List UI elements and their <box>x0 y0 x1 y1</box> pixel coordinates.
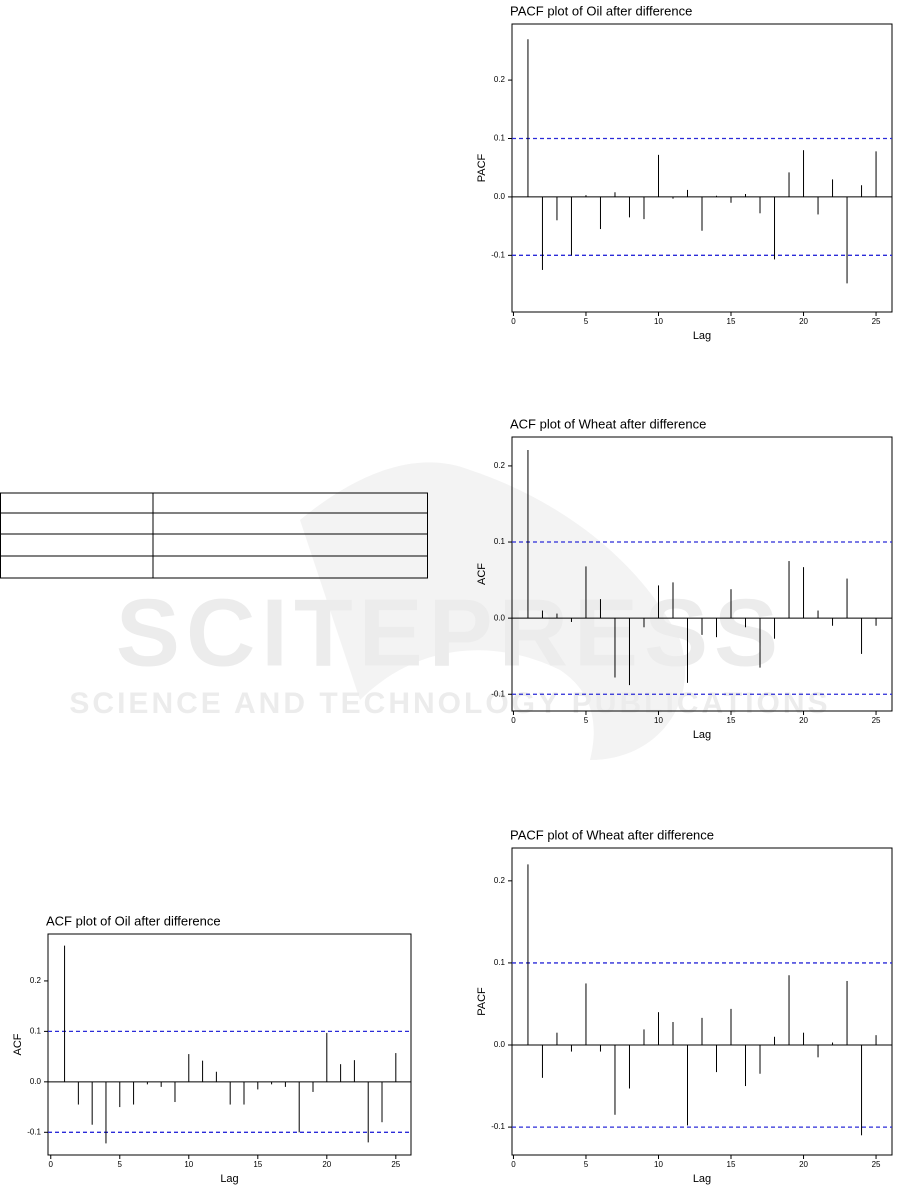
x-tick-label: 15 <box>727 317 736 326</box>
x-tick-label: 25 <box>872 1160 881 1169</box>
x-tick-label: 25 <box>391 1160 400 1169</box>
y-tick-label: -0.1 <box>491 1122 505 1131</box>
y-axis-label: ACF <box>476 563 488 585</box>
x-axis-label: Lag <box>693 1173 711 1185</box>
x-tick-label: 0 <box>511 317 516 326</box>
watermark-title: SCITEPRESS <box>116 579 784 686</box>
y-tick-label: 0.1 <box>494 537 506 546</box>
y-tick-label: 0.0 <box>30 1077 42 1086</box>
x-tick-label: 5 <box>118 1160 123 1169</box>
y-tick-label: 0.0 <box>494 613 506 622</box>
chart-title: PACF plot of Wheat after difference <box>510 827 714 842</box>
x-tick-label: 15 <box>727 1160 736 1169</box>
y-tick-label: 0.1 <box>494 958 506 967</box>
plot-frame <box>511 847 893 1156</box>
y-tick-label: 0.0 <box>494 192 506 201</box>
x-tick-label: 10 <box>654 1160 663 1169</box>
y-tick-label: 0.2 <box>494 75 506 84</box>
chart-title: PACF plot of Oil after difference <box>510 3 692 18</box>
x-tick-label: 0 <box>511 1160 516 1169</box>
chart-title: ACF plot of Oil after difference <box>46 913 221 928</box>
x-axis-label: Lag <box>693 729 711 741</box>
y-tick-label: -0.1 <box>491 689 505 698</box>
x-tick-label: 10 <box>654 716 663 725</box>
plot-frame <box>47 933 412 1156</box>
chart-title: ACF plot of Wheat after difference <box>510 416 706 431</box>
y-tick-label: -0.1 <box>27 1127 41 1136</box>
x-tick-label: 15 <box>253 1160 262 1169</box>
watermark-shape <box>300 462 686 760</box>
x-tick-label: 5 <box>584 716 589 725</box>
x-tick-label: 20 <box>322 1160 331 1169</box>
y-tick-label: 0.2 <box>494 461 506 470</box>
y-axis-label: PACF <box>476 987 488 1016</box>
y-tick-label: 0.1 <box>30 1026 42 1035</box>
x-tick-label: 5 <box>584 1160 589 1169</box>
x-tick-label: 5 <box>584 317 589 326</box>
x-tick-label: 20 <box>799 716 808 725</box>
x-tick-label: 10 <box>184 1160 193 1169</box>
x-tick-label: 15 <box>727 716 736 725</box>
x-axis-label: Lag <box>220 1173 238 1185</box>
table <box>0 492 428 579</box>
x-tick-label: 10 <box>654 317 663 326</box>
y-tick-label: 0.2 <box>494 876 506 885</box>
y-axis-label: PACF <box>476 153 488 182</box>
watermark-subtitle: SCIENCE AND TECHNOLOGY PUBLICATIONS <box>69 687 830 720</box>
y-tick-label: 0.1 <box>494 134 506 143</box>
x-tick-label: 20 <box>799 1160 808 1169</box>
x-axis-label: Lag <box>693 330 711 342</box>
y-tick-label: -0.1 <box>491 250 505 259</box>
x-tick-label: 25 <box>872 317 881 326</box>
x-tick-label: 20 <box>799 317 808 326</box>
x-tick-label: 0 <box>511 716 516 725</box>
x-tick-label: 0 <box>49 1160 54 1169</box>
plot-frame <box>511 436 893 712</box>
y-tick-label: 0.0 <box>494 1040 506 1049</box>
plot-frame <box>511 23 893 313</box>
watermark: SCITEPRESS SCIENCE AND TECHNOLOGY PUBLIC… <box>69 462 830 760</box>
y-axis-label: ACF <box>12 1033 24 1055</box>
y-tick-label: 0.2 <box>30 976 42 985</box>
x-tick-label: 25 <box>872 716 881 725</box>
